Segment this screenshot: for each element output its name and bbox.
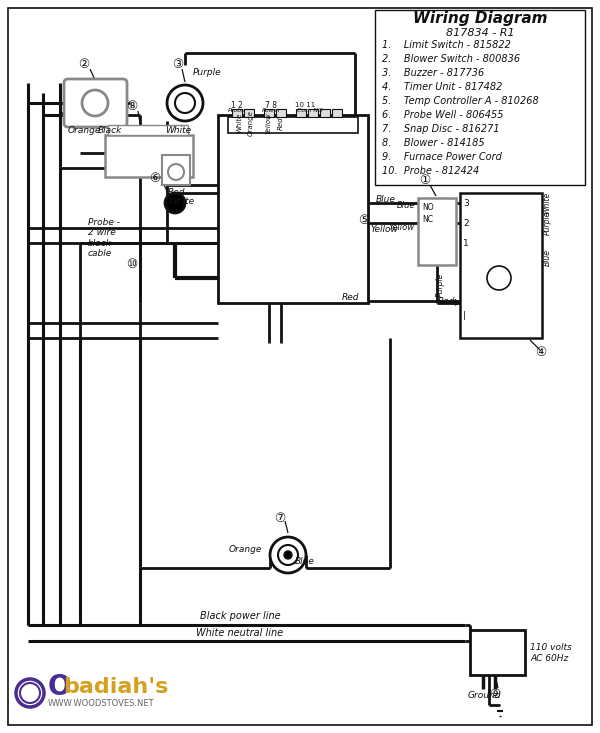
Text: 4.    Timer Unit - 817482: 4. Timer Unit - 817482 (382, 82, 502, 92)
Text: Orange: Orange (248, 110, 254, 136)
Bar (232, 109, 242, 117)
Circle shape (284, 551, 292, 559)
Circle shape (487, 266, 511, 290)
Text: ②: ② (79, 59, 89, 72)
Bar (320, 109, 330, 117)
Text: 3: 3 (463, 199, 469, 207)
Text: 7.    Snap Disc - 816271: 7. Snap Disc - 816271 (382, 124, 500, 134)
Text: NO: NO (422, 202, 434, 212)
Text: 1: 1 (463, 238, 469, 248)
Circle shape (82, 90, 108, 116)
Text: Purple: Purple (193, 68, 221, 77)
Bar (296, 109, 306, 117)
Text: Purple: Purple (436, 273, 445, 297)
Text: ⑦: ⑦ (274, 512, 286, 525)
Bar (308, 109, 318, 117)
Text: Blue: Blue (397, 202, 415, 210)
Text: Blue: Blue (376, 194, 396, 204)
Text: Com NO: Com NO (297, 108, 323, 112)
Text: O: O (48, 673, 71, 701)
Bar (105, 135, 193, 177)
Text: Blue: Blue (295, 556, 315, 565)
Text: 10.  Probe - 812424: 10. Probe - 812424 (382, 166, 479, 176)
Bar (244, 109, 254, 117)
Text: Power: Power (262, 108, 281, 112)
Circle shape (165, 193, 185, 213)
Circle shape (167, 85, 203, 121)
Text: ⑧: ⑧ (127, 100, 137, 114)
Text: 9.    Furnace Power Cord: 9. Furnace Power Cord (382, 152, 502, 162)
Text: 5.    Temp Controller A - 810268: 5. Temp Controller A - 810268 (382, 96, 539, 106)
Bar (332, 109, 342, 117)
Text: WWW.WOODSTOVES.NET: WWW.WOODSTOVES.NET (48, 699, 155, 707)
Circle shape (278, 545, 298, 565)
Text: 1.    Limit Switch - 815822: 1. Limit Switch - 815822 (382, 40, 511, 50)
Text: 6.    Probe Well - 806455: 6. Probe Well - 806455 (382, 110, 503, 120)
Text: White neutral line: White neutral line (196, 628, 284, 638)
Text: ⑤: ⑤ (358, 215, 369, 227)
Circle shape (20, 683, 40, 703)
Bar (460, 193, 542, 338)
Bar (264, 109, 274, 117)
Text: 110 volts
AC 60Hz: 110 volts AC 60Hz (530, 644, 572, 663)
Text: Probe -
2 wire
black
cable: Probe - 2 wire black cable (88, 218, 120, 258)
Circle shape (168, 164, 184, 180)
Text: 1 2: 1 2 (231, 100, 243, 109)
Text: 7 8: 7 8 (265, 100, 277, 109)
Text: Blue: Blue (542, 249, 551, 267)
Text: Orange: Orange (68, 126, 101, 135)
Text: 2: 2 (463, 218, 469, 227)
Text: Yellow: Yellow (370, 224, 398, 234)
Text: badiah's: badiah's (63, 677, 169, 697)
FancyBboxPatch shape (64, 79, 127, 127)
Text: Orange: Orange (229, 545, 262, 554)
Bar (470, 630, 525, 675)
Polygon shape (16, 679, 44, 707)
Text: ①: ① (419, 174, 431, 188)
Bar (218, 115, 368, 303)
Text: White: White (542, 192, 551, 214)
Bar (375, 10, 585, 185)
Text: 8.    Blower - 814185: 8. Blower - 814185 (382, 138, 485, 148)
Text: ③: ③ (172, 59, 184, 72)
Text: ⑩: ⑩ (127, 259, 137, 271)
Text: Red: Red (437, 297, 455, 306)
Text: Purple: Purple (542, 211, 551, 235)
Text: Black power line: Black power line (200, 611, 280, 621)
Bar (418, 198, 456, 265)
Text: ④: ④ (535, 347, 547, 359)
Text: White: White (168, 197, 194, 206)
Text: 4: 4 (451, 298, 457, 308)
Text: Red: Red (278, 117, 284, 130)
Text: 10 11: 10 11 (295, 102, 315, 108)
Text: Ground: Ground (467, 691, 501, 700)
Text: Yellow: Yellow (389, 224, 415, 232)
Polygon shape (22, 681, 38, 705)
Bar (108, 125, 188, 135)
Circle shape (270, 537, 306, 573)
Circle shape (16, 679, 44, 707)
Text: Black: Black (98, 126, 122, 135)
Text: ⑨: ⑨ (490, 688, 500, 701)
Text: 817834 - R1: 817834 - R1 (446, 28, 514, 38)
Text: Probe: Probe (228, 108, 246, 112)
Bar (162, 155, 190, 185)
Text: White: White (165, 126, 191, 135)
Text: 3.    Buzzer - 817736: 3. Buzzer - 817736 (382, 68, 484, 78)
Text: Yellow: Yellow (266, 112, 272, 134)
Bar (228, 117, 358, 133)
Text: 2.    Blower Switch - 800836: 2. Blower Switch - 800836 (382, 54, 520, 64)
Text: White: White (236, 113, 242, 133)
Bar (276, 109, 286, 117)
Text: ⑥: ⑥ (149, 172, 161, 185)
Text: Wiring Diagram: Wiring Diagram (413, 12, 547, 26)
Circle shape (175, 93, 195, 113)
Text: Red: Red (168, 188, 185, 197)
Text: Red: Red (341, 293, 359, 303)
Text: |: | (463, 311, 466, 320)
Text: NC: NC (422, 215, 433, 224)
